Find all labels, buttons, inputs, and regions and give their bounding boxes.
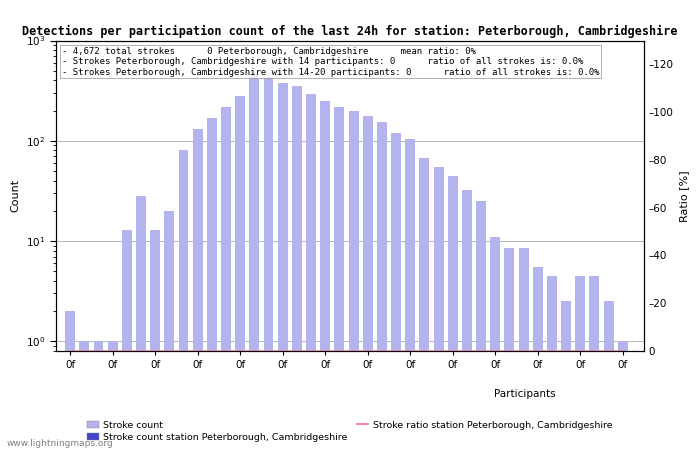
Text: Participants: Participants	[494, 389, 556, 399]
Bar	[505, 248, 514, 450]
Bar	[235, 96, 245, 450]
Bar	[150, 230, 160, 450]
Stroke ratio station Peterborough, Cambridgeshire	[491, 348, 499, 354]
Bar	[377, 122, 387, 450]
Stroke ratio station Peterborough, Cambridgeshire	[463, 348, 471, 354]
Stroke ratio station Peterborough, Cambridgeshire	[151, 348, 160, 354]
Legend: Stroke count, Stroke count station Peterborough, Cambridgeshire, Stroke ratio st: Stroke count, Stroke count station Peter…	[83, 417, 617, 446]
Bar	[306, 94, 316, 450]
Bar	[178, 150, 188, 450]
Stroke ratio station Peterborough, Cambridgeshire	[335, 348, 344, 354]
Stroke ratio station Peterborough, Cambridgeshire	[222, 348, 230, 354]
Stroke ratio station Peterborough, Cambridgeshire	[179, 348, 188, 354]
Stroke ratio station Peterborough, Cambridgeshire	[562, 348, 570, 354]
Stroke ratio station Peterborough, Cambridgeshire	[122, 348, 131, 354]
Bar	[278, 83, 288, 450]
Bar	[519, 248, 528, 450]
Stroke ratio station Peterborough, Cambridgeshire	[547, 348, 556, 354]
Stroke ratio station Peterborough, Cambridgeshire	[208, 348, 216, 354]
Y-axis label: Count: Count	[10, 179, 20, 212]
Stroke ratio station Peterborough, Cambridgeshire	[619, 348, 627, 354]
Stroke ratio station Peterborough, Cambridgeshire	[80, 348, 88, 354]
Stroke ratio station Peterborough, Cambridgeshire	[392, 348, 400, 354]
Bar	[490, 237, 500, 450]
Stroke ratio station Peterborough, Cambridgeshire	[519, 348, 528, 354]
Text: www.lightningmaps.org: www.lightningmaps.org	[7, 439, 113, 448]
Bar	[164, 211, 174, 450]
Stroke ratio station Peterborough, Cambridgeshire	[94, 348, 103, 354]
Stroke ratio station Peterborough, Cambridgeshire	[533, 348, 542, 354]
Stroke ratio station Peterborough, Cambridgeshire	[193, 348, 202, 354]
Bar	[193, 129, 202, 450]
Bar	[391, 133, 401, 450]
Stroke ratio station Peterborough, Cambridgeshire	[293, 348, 301, 354]
Stroke ratio station Peterborough, Cambridgeshire	[576, 348, 584, 354]
Bar	[320, 101, 330, 450]
Stroke ratio station Peterborough, Cambridgeshire	[236, 348, 244, 354]
Stroke ratio station Peterborough, Cambridgeshire	[378, 348, 386, 354]
Stroke ratio station Peterborough, Cambridgeshire	[66, 348, 74, 354]
Bar	[589, 276, 599, 450]
Bar	[561, 302, 571, 450]
Bar	[618, 341, 628, 450]
Title: Detections per participation count of the last 24h for station: Peterborough, Ca: Detections per participation count of th…	[22, 25, 678, 38]
Bar	[207, 117, 217, 450]
Stroke ratio station Peterborough, Cambridgeshire	[349, 348, 358, 354]
Bar	[433, 167, 444, 450]
Bar	[363, 117, 372, 450]
Stroke ratio station Peterborough, Cambridgeshire	[136, 348, 145, 354]
Stroke ratio station Peterborough, Cambridgeshire	[449, 348, 457, 354]
Bar	[221, 108, 231, 450]
Bar	[65, 311, 75, 450]
Stroke ratio station Peterborough, Cambridgeshire	[363, 348, 372, 354]
Stroke ratio station Peterborough, Cambridgeshire	[108, 348, 117, 354]
Bar	[349, 111, 358, 450]
Bar	[448, 176, 458, 450]
Bar	[533, 267, 542, 450]
Stroke ratio station Peterborough, Cambridgeshire	[590, 348, 598, 354]
Bar	[264, 77, 274, 450]
Bar	[79, 341, 90, 450]
Bar	[122, 230, 132, 450]
Stroke ratio station Peterborough, Cambridgeshire	[420, 348, 428, 354]
Bar	[136, 196, 146, 450]
Bar	[462, 190, 472, 450]
Stroke ratio station Peterborough, Cambridgeshire	[505, 348, 514, 354]
Bar	[94, 341, 104, 450]
Stroke ratio station Peterborough, Cambridgeshire	[604, 348, 612, 354]
Stroke ratio station Peterborough, Cambridgeshire	[307, 348, 315, 354]
Bar	[603, 302, 613, 450]
Text: - 4,672 total strokes      0 Peterborough, Cambridgeshire      mean ratio: 0%
- : - 4,672 total strokes 0 Peterborough, Ca…	[62, 47, 599, 76]
Stroke ratio station Peterborough, Cambridgeshire	[250, 348, 258, 354]
Bar	[419, 158, 429, 450]
Stroke ratio station Peterborough, Cambridgeshire	[477, 348, 485, 354]
Stroke ratio station Peterborough, Cambridgeshire	[321, 348, 330, 354]
Bar	[292, 86, 302, 450]
Bar	[575, 276, 585, 450]
Y-axis label: Ratio [%]: Ratio [%]	[680, 170, 689, 221]
Stroke ratio station Peterborough, Cambridgeshire	[279, 348, 287, 354]
Bar	[476, 201, 486, 450]
Stroke ratio station Peterborough, Cambridgeshire	[265, 348, 273, 354]
Bar	[335, 108, 344, 450]
Stroke ratio station Peterborough, Cambridgeshire	[435, 348, 443, 354]
Bar	[547, 276, 557, 450]
Bar	[405, 139, 415, 450]
Stroke ratio station Peterborough, Cambridgeshire	[165, 348, 174, 354]
Bar	[249, 72, 259, 450]
Stroke ratio station Peterborough, Cambridgeshire	[406, 348, 414, 354]
Bar	[108, 341, 118, 450]
